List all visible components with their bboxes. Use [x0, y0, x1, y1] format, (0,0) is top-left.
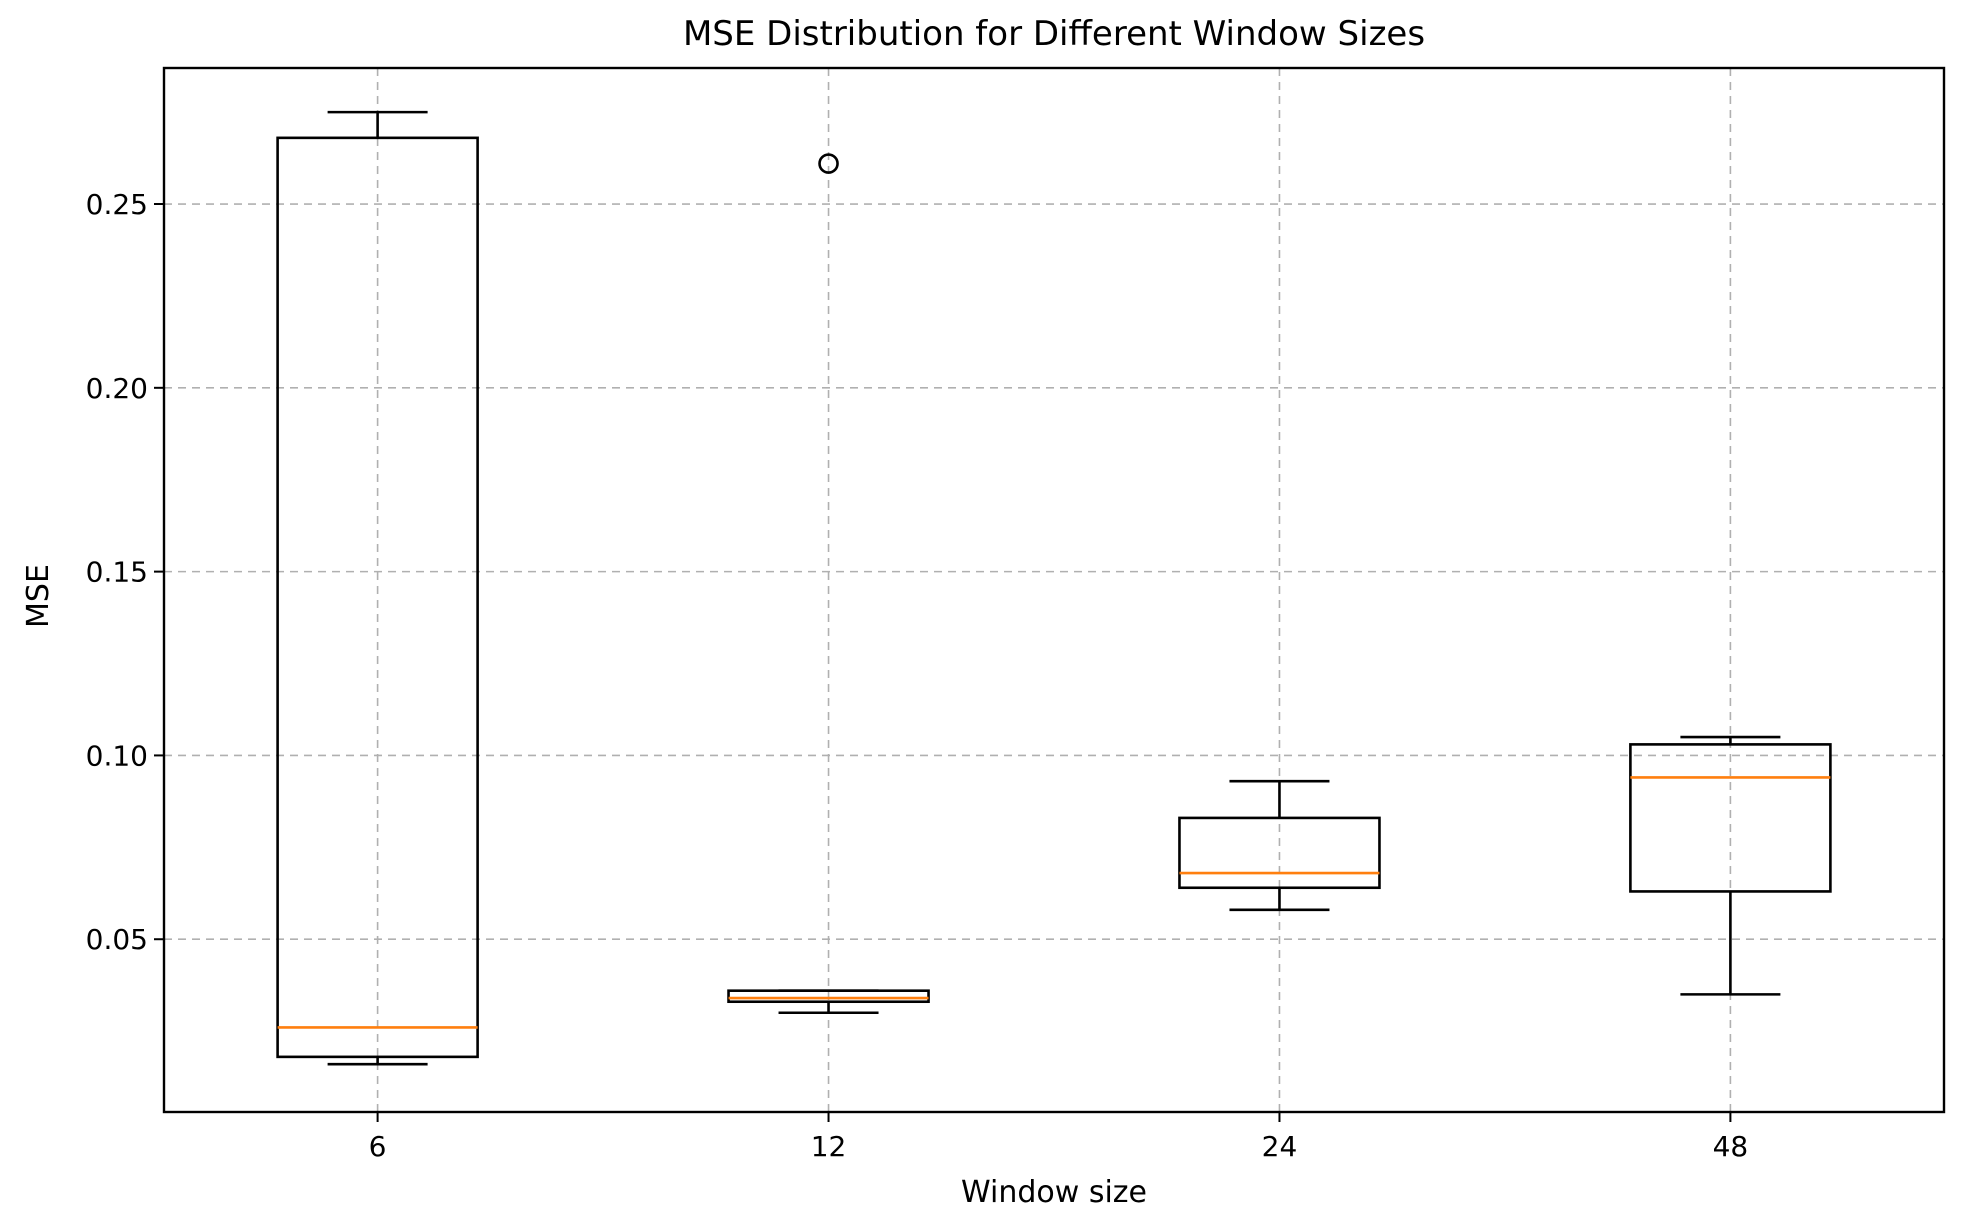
box-layer [276, 110, 1832, 1066]
iqr-box [1178, 816, 1381, 890]
axes-frame [162, 66, 1946, 1114]
tick-layer: 0.05 0.10 0.15 0.20 0.25 6 12 24 48 [86, 188, 1749, 1163]
box-group-24 [1178, 779, 1381, 912]
box-group-6 [276, 110, 479, 1066]
box-group-12 [727, 153, 930, 1015]
y-tick-label: 0.25 [86, 188, 148, 221]
x-axis-label: Window size [961, 1175, 1147, 1210]
outlier-point [818, 153, 839, 174]
grid-layer [164, 68, 1944, 1112]
x-tick-label: 6 [369, 1130, 387, 1163]
x-tick-label: 48 [1713, 1130, 1749, 1163]
iqr-box [1629, 743, 1832, 893]
chart-title: MSE Distribution for Different Window Si… [683, 14, 1425, 54]
y-tick-label: 0.20 [86, 372, 148, 405]
y-tick-label: 0.10 [86, 739, 148, 772]
y-tick-label: 0.15 [86, 556, 148, 589]
iqr-box [276, 136, 479, 1059]
box-group-48 [1629, 735, 1832, 996]
y-axis-label: MSE [21, 564, 56, 628]
y-tick-label: 0.05 [86, 923, 148, 956]
iqr-box [727, 989, 930, 1004]
x-tick-label: 24 [1262, 1130, 1298, 1163]
x-tick-label: 12 [811, 1130, 847, 1163]
